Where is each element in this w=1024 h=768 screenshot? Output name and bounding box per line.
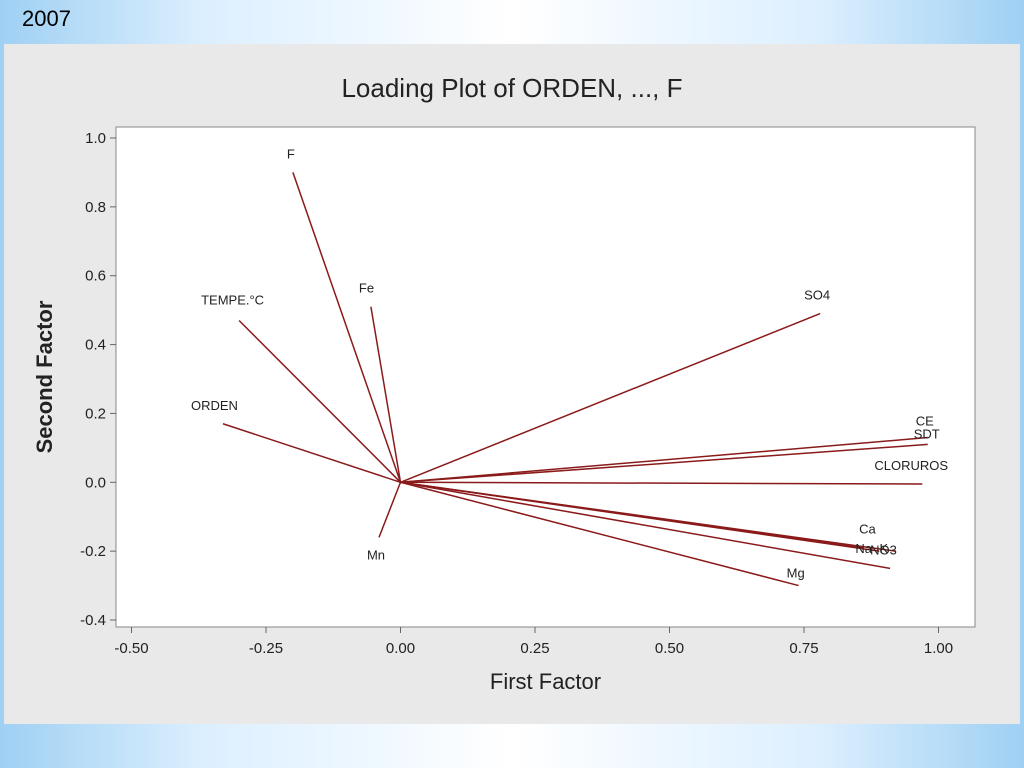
vector-label-ce: CE — [916, 414, 934, 429]
y-axis: -0.4 -0.2 0.0 0.2 0.4 0.6 0.8 1.0 — [80, 130, 116, 629]
y-tick-label: 0.2 — [85, 405, 106, 422]
vector-label-cloruros: CLORUROS — [874, 458, 948, 473]
vector-label-orden: ORDEN — [191, 398, 238, 413]
y-tick-label: 0.0 — [85, 474, 106, 491]
y-axis-title: Second Factor — [32, 300, 57, 453]
vector-tempe-c — [238, 319, 402, 483]
vectors-layer — [222, 172, 928, 587]
vector-so4 — [400, 312, 821, 483]
slide-year-label: 2007 — [22, 6, 71, 31]
y-tick-label: 0.4 — [85, 337, 106, 354]
plot-area — [115, 126, 976, 628]
vector-label-f: F — [287, 146, 295, 161]
y-tick-label: 0.8 — [85, 199, 106, 216]
x-axis: -0.50 -0.25 0.00 0.25 0.50 0.75 1.00 — [114, 627, 953, 657]
vector-label-k: K — [879, 541, 888, 556]
x-axis-title: First Factor — [490, 669, 601, 694]
vector-cloruros — [400, 481, 923, 485]
x-tick-label: -0.25 — [249, 640, 283, 657]
vector-label-ca: Ca — [859, 522, 876, 537]
loading-plot-chart: Loading Plot of ORDEN, ..., F F Fe TEMPE.°… — [32, 73, 976, 694]
vector-mg — [400, 481, 799, 587]
x-tick-label: 0.00 — [386, 640, 415, 657]
vector-label-no3: NO3 — [870, 542, 897, 557]
x-tick-label: 0.25 — [520, 640, 549, 657]
vector-sdt — [400, 443, 928, 484]
vector-label-mn: Mn — [367, 547, 385, 562]
chart-figure: Loading Plot of ORDEN, ..., F F Fe TEMPE.°… — [4, 44, 1020, 724]
y-tick-label: 1.0 — [85, 130, 106, 147]
y-tick-label: 0.6 — [85, 268, 106, 285]
vector-k — [400, 481, 896, 552]
vector-label-sdt: SDT — [914, 426, 940, 441]
vector-fe — [370, 306, 402, 483]
vector-label-fe: Fe — [359, 281, 374, 296]
vector-mn — [378, 482, 402, 538]
x-tick-label: 0.75 — [789, 640, 818, 657]
x-tick-label: -0.50 — [114, 640, 148, 657]
vector-label-mg: Mg — [787, 566, 805, 581]
vector-f — [292, 172, 402, 483]
vector-ce — [400, 436, 928, 484]
y-tick-label: -0.2 — [80, 543, 106, 560]
chart-title: Loading Plot of ORDEN, ..., F — [341, 73, 682, 103]
y-tick-label: -0.4 — [80, 612, 106, 629]
vector-orden — [222, 423, 401, 483]
vector-label-so4: SO4 — [804, 288, 830, 303]
vector-label-tempe-c: TEMPE.°C — [201, 292, 264, 307]
x-tick-label: 1.00 — [924, 640, 953, 657]
x-tick-label: 0.50 — [655, 640, 684, 657]
vector-no3 — [400, 481, 891, 570]
vector-label-na: Na — [855, 541, 872, 556]
